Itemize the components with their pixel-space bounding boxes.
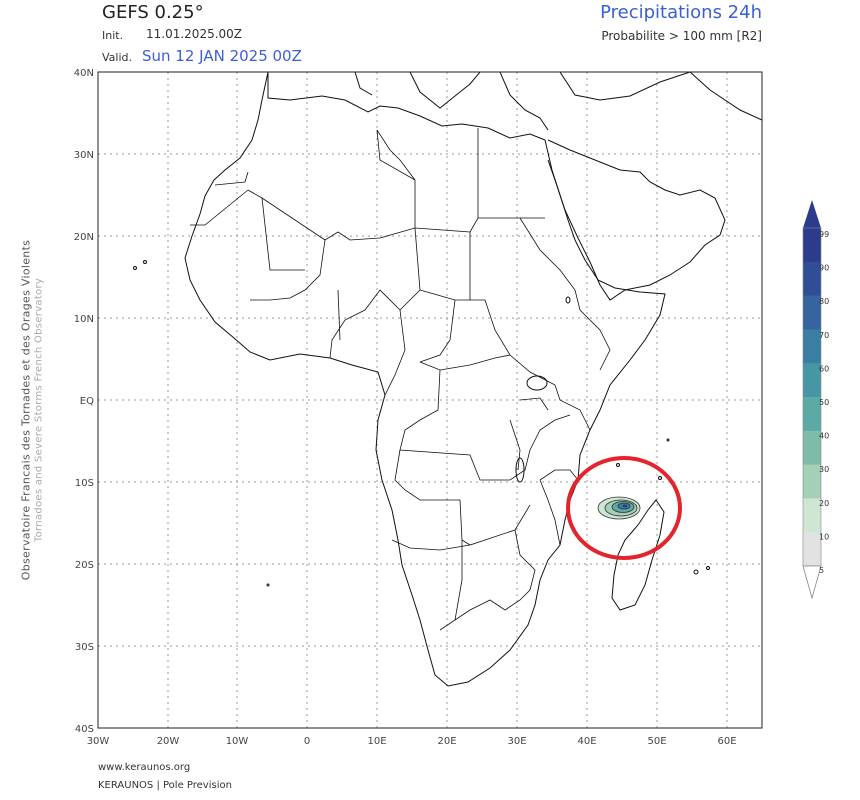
footer-url: www.keraunos.org (98, 762, 191, 773)
product-title: Precipitations 24h (600, 2, 762, 23)
africa-coastline (184, 72, 666, 687)
footer-credit: KERAUNOS | Pole Prevision (98, 780, 232, 791)
colorbar-segment (803, 498, 821, 533)
valid-label: Valid. (102, 51, 133, 64)
colorbar-segment (803, 430, 821, 466)
lon-label: 30E (507, 736, 526, 747)
colorbar-segment (803, 464, 821, 499)
lat-label: 30N (74, 150, 94, 161)
colorbar-tick-label: 60 (819, 364, 829, 373)
lat-labels: 40N 30N 20N 10N EQ 10S 20S 30S 40S (74, 68, 94, 735)
colorbar-segment (803, 228, 821, 263)
colorbar-segment (803, 329, 821, 364)
lon-labels: 30W 20W 10W 0 10E 20E 30E 40E 50E 60E (87, 736, 737, 747)
init-label: Init. (102, 29, 124, 42)
colorbar-tick-label: 5 (819, 566, 824, 575)
colorbar-ticks: 99 90 80 70 60 50 40 30 20 10 5 (819, 230, 829, 575)
colorbar-tick-label: 90 (819, 264, 829, 273)
lon-label: 20E (437, 736, 456, 747)
colorbar-top-arrow (803, 200, 821, 228)
lon-label: 30W (87, 736, 110, 747)
lat-label: 20N (74, 232, 94, 243)
highlight-circle (566, 456, 682, 560)
lake-malawi-tanganyika (515, 457, 525, 483)
colorbar-bottom-arrow (802, 565, 822, 600)
lake-victoria (526, 375, 548, 391)
lon-label: 50E (647, 736, 666, 747)
country-borders (190, 128, 611, 631)
lon-label: 20W (157, 736, 180, 747)
europe-coastline (354, 72, 762, 131)
lon-label: 60E (717, 736, 736, 747)
arabia-coastline (547, 139, 726, 301)
madagascar-coastline (611, 499, 665, 611)
colorbar-segment (803, 295, 821, 330)
lon-label: 0 (304, 736, 310, 747)
lat-label: 40N (74, 68, 94, 79)
colorbar-segment (803, 261, 821, 297)
colorbar-segments (802, 227, 822, 567)
valid-value: Sun 12 JAN 2025 00Z (142, 47, 302, 65)
colorbar-tick-label: 10 (819, 532, 829, 541)
map-frame (97, 71, 763, 729)
lat-label: 30S (75, 642, 94, 653)
lon-label: 10W (226, 736, 249, 747)
colorbar-tick-label: 99 (819, 230, 829, 239)
colorbar-tick-label: 80 (819, 297, 829, 306)
colorbar: 99 90 80 70 60 50 40 30 20 10 5 (802, 200, 829, 600)
lon-label: 10E (367, 736, 386, 747)
probability-contours (597, 496, 641, 520)
lat-label: 20S (75, 560, 94, 571)
lat-label: 10N (74, 314, 94, 325)
colorbar-tick-label: 20 (819, 499, 829, 508)
lat-label: 10S (75, 478, 94, 489)
colorbar-tick-label: 70 (819, 331, 829, 340)
colorbar-tick-label: 50 (819, 398, 829, 407)
lon-label: 40E (577, 736, 596, 747)
model-title: GEFS 0.25° (102, 2, 204, 23)
lat-label: 40S (75, 724, 94, 735)
colorbar-tick-label: 40 (819, 432, 829, 441)
init-value: 11.01.2025.00Z (146, 27, 243, 41)
colorbar-segment (803, 532, 821, 567)
graticule (98, 72, 762, 728)
colorbar-tick-label: 30 (819, 465, 829, 474)
probability-threshold: Probabilite > 100 mm [R2] (601, 29, 762, 43)
lat-label: EQ (80, 396, 94, 407)
colorbar-segment (803, 363, 821, 398)
colorbar-segment (803, 397, 821, 432)
